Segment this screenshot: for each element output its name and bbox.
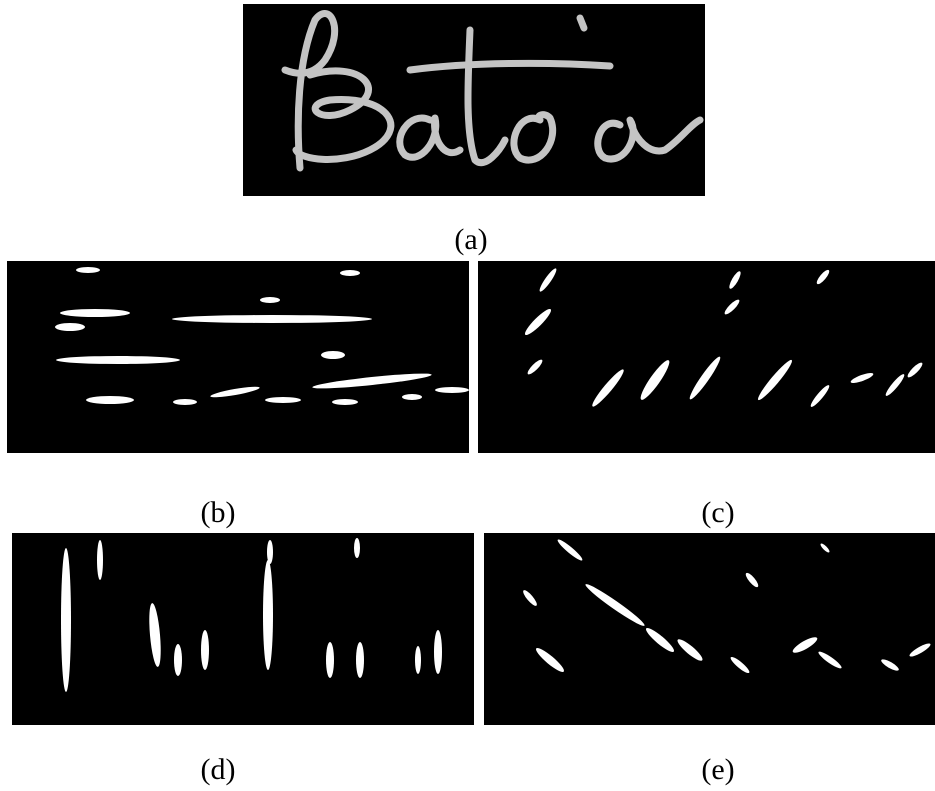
caption: (b) xyxy=(201,496,236,529)
caption: (e) xyxy=(701,753,734,786)
panel-d xyxy=(12,533,474,725)
figure: (a) (b) (c) (d) (e) xyxy=(0,0,935,791)
panel-a xyxy=(243,4,705,196)
caption: (a) xyxy=(454,223,487,256)
panel-c xyxy=(478,261,935,453)
page: {"figure": {"panels": [{"caption": "(a)"… xyxy=(0,0,935,791)
caption: (c) xyxy=(701,496,734,529)
caption: (d) xyxy=(201,753,236,786)
panel-b xyxy=(7,261,469,453)
panel-e xyxy=(484,533,935,725)
